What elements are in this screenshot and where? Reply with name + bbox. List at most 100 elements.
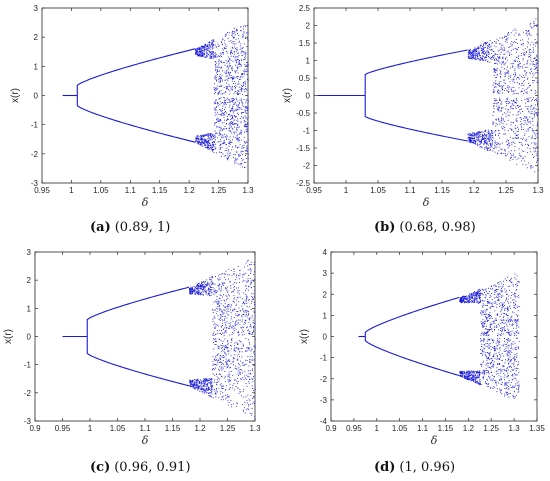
chaos-point: [474, 140, 476, 142]
chaos-point: [503, 343, 505, 345]
chaos-point: [236, 151, 238, 153]
chaos-point: [229, 110, 231, 112]
chaos-point: [238, 81, 239, 83]
chaos-point: [515, 32, 517, 34]
chaos-point: [468, 56, 470, 58]
chaos-point: [467, 133, 469, 135]
chaos-point: [498, 143, 500, 145]
chaos-point: [228, 142, 229, 144]
chaos-point: [227, 292, 229, 293]
chaos-point: [495, 62, 497, 64]
chaos-point: [472, 138, 474, 140]
chaos-point: [500, 297, 502, 298]
chaos-point: [237, 109, 239, 110]
chaos-point: [199, 46, 201, 48]
chaos-point: [198, 54, 199, 56]
chaos-point: [205, 44, 206, 46]
chaos-point: [243, 311, 245, 313]
chaos-point: [244, 141, 246, 143]
chaos-point: [479, 55, 481, 57]
chaos-point: [242, 36, 244, 38]
chaos-point: [517, 64, 519, 66]
chaos-point: [204, 138, 206, 140]
chaos-point: [537, 115, 539, 117]
chaos-point: [229, 280, 231, 282]
chaos-point: [209, 143, 210, 144]
chaos-point: [489, 354, 490, 356]
chaos-point: [466, 373, 468, 375]
chaos-point: [220, 90, 222, 91]
chaos-point: [228, 77, 229, 79]
chaos-point: [241, 112, 242, 114]
chaos-point: [487, 60, 488, 62]
chaos-point: [499, 363, 500, 365]
chaos-point: [211, 134, 213, 136]
chaos-point: [201, 294, 203, 295]
chaos-point: [220, 148, 221, 150]
chaos-point: [230, 111, 231, 113]
chaos-point: [235, 324, 237, 326]
chaos-point: [197, 51, 199, 52]
chaos-point: [494, 63, 496, 64]
chaos-point: [506, 376, 508, 378]
chaos-point: [218, 113, 220, 115]
chaos-point: [530, 165, 532, 167]
chaos-point: [228, 274, 230, 276]
chaos-point: [521, 65, 523, 67]
chaos-point: [468, 50, 470, 52]
chaos-point: [238, 340, 240, 341]
chaos-point: [507, 109, 509, 111]
chaos-point: [209, 295, 211, 297]
chaos-point: [199, 381, 201, 383]
chaos-point: [242, 34, 244, 35]
chaos-point: [220, 383, 222, 385]
chaos-point: [220, 399, 222, 401]
chaos-point: [242, 117, 244, 119]
chaos-point: [234, 301, 235, 303]
panel-a: 0.95 1 1.05 1.1 1.15 1.2 1.25 1.3-3-2-10123δx(r…: [10, 4, 254, 235]
chaos-point: [225, 294, 227, 296]
chaos-point: [225, 45, 227, 47]
chaos-point: [241, 89, 242, 90]
chaos-point: [470, 54, 472, 56]
chaos-point: [205, 139, 207, 141]
y-tick-label: -0.5: [296, 109, 310, 118]
chaos-point: [480, 45, 482, 47]
chaos-point: [203, 287, 205, 289]
chaos-point: [234, 330, 235, 332]
chaos-point: [514, 41, 515, 43]
chaos-point: [516, 49, 518, 51]
chaos-point: [498, 56, 500, 58]
chaos-point: [513, 137, 515, 139]
chaos-point: [473, 55, 475, 56]
chaos-point: [242, 28, 244, 30]
chaos-point: [227, 400, 229, 402]
chaos-point: [491, 56, 493, 58]
chaos-point: [199, 51, 201, 53]
chaos-point: [492, 379, 493, 381]
chaos-point: [225, 73, 227, 75]
chaos-point: [491, 133, 493, 135]
chaos-point: [532, 135, 533, 137]
chaos-point: [533, 143, 535, 145]
chaos-point: [528, 30, 529, 32]
chaos-point: [242, 361, 244, 363]
chaos-point: [237, 76, 239, 77]
chaos-point: [226, 128, 227, 130]
chaos-point: [481, 51, 483, 53]
chaos-point: [222, 102, 223, 103]
chaos-point: [512, 66, 514, 68]
chaos-point: [536, 56, 538, 58]
chaos-point: [237, 266, 239, 268]
chaos-point: [200, 138, 202, 140]
chaos-point: [234, 357, 236, 359]
chaos-point: [203, 388, 205, 390]
chaos-point: [234, 308, 235, 310]
chaos-point: [200, 285, 202, 286]
chaos-point: [503, 280, 504, 282]
chaos-point: [516, 105, 518, 106]
chaos-point: [249, 273, 251, 274]
chaos-point: [219, 393, 221, 395]
chaos-point: [222, 39, 224, 41]
chaos-point: [478, 301, 480, 303]
